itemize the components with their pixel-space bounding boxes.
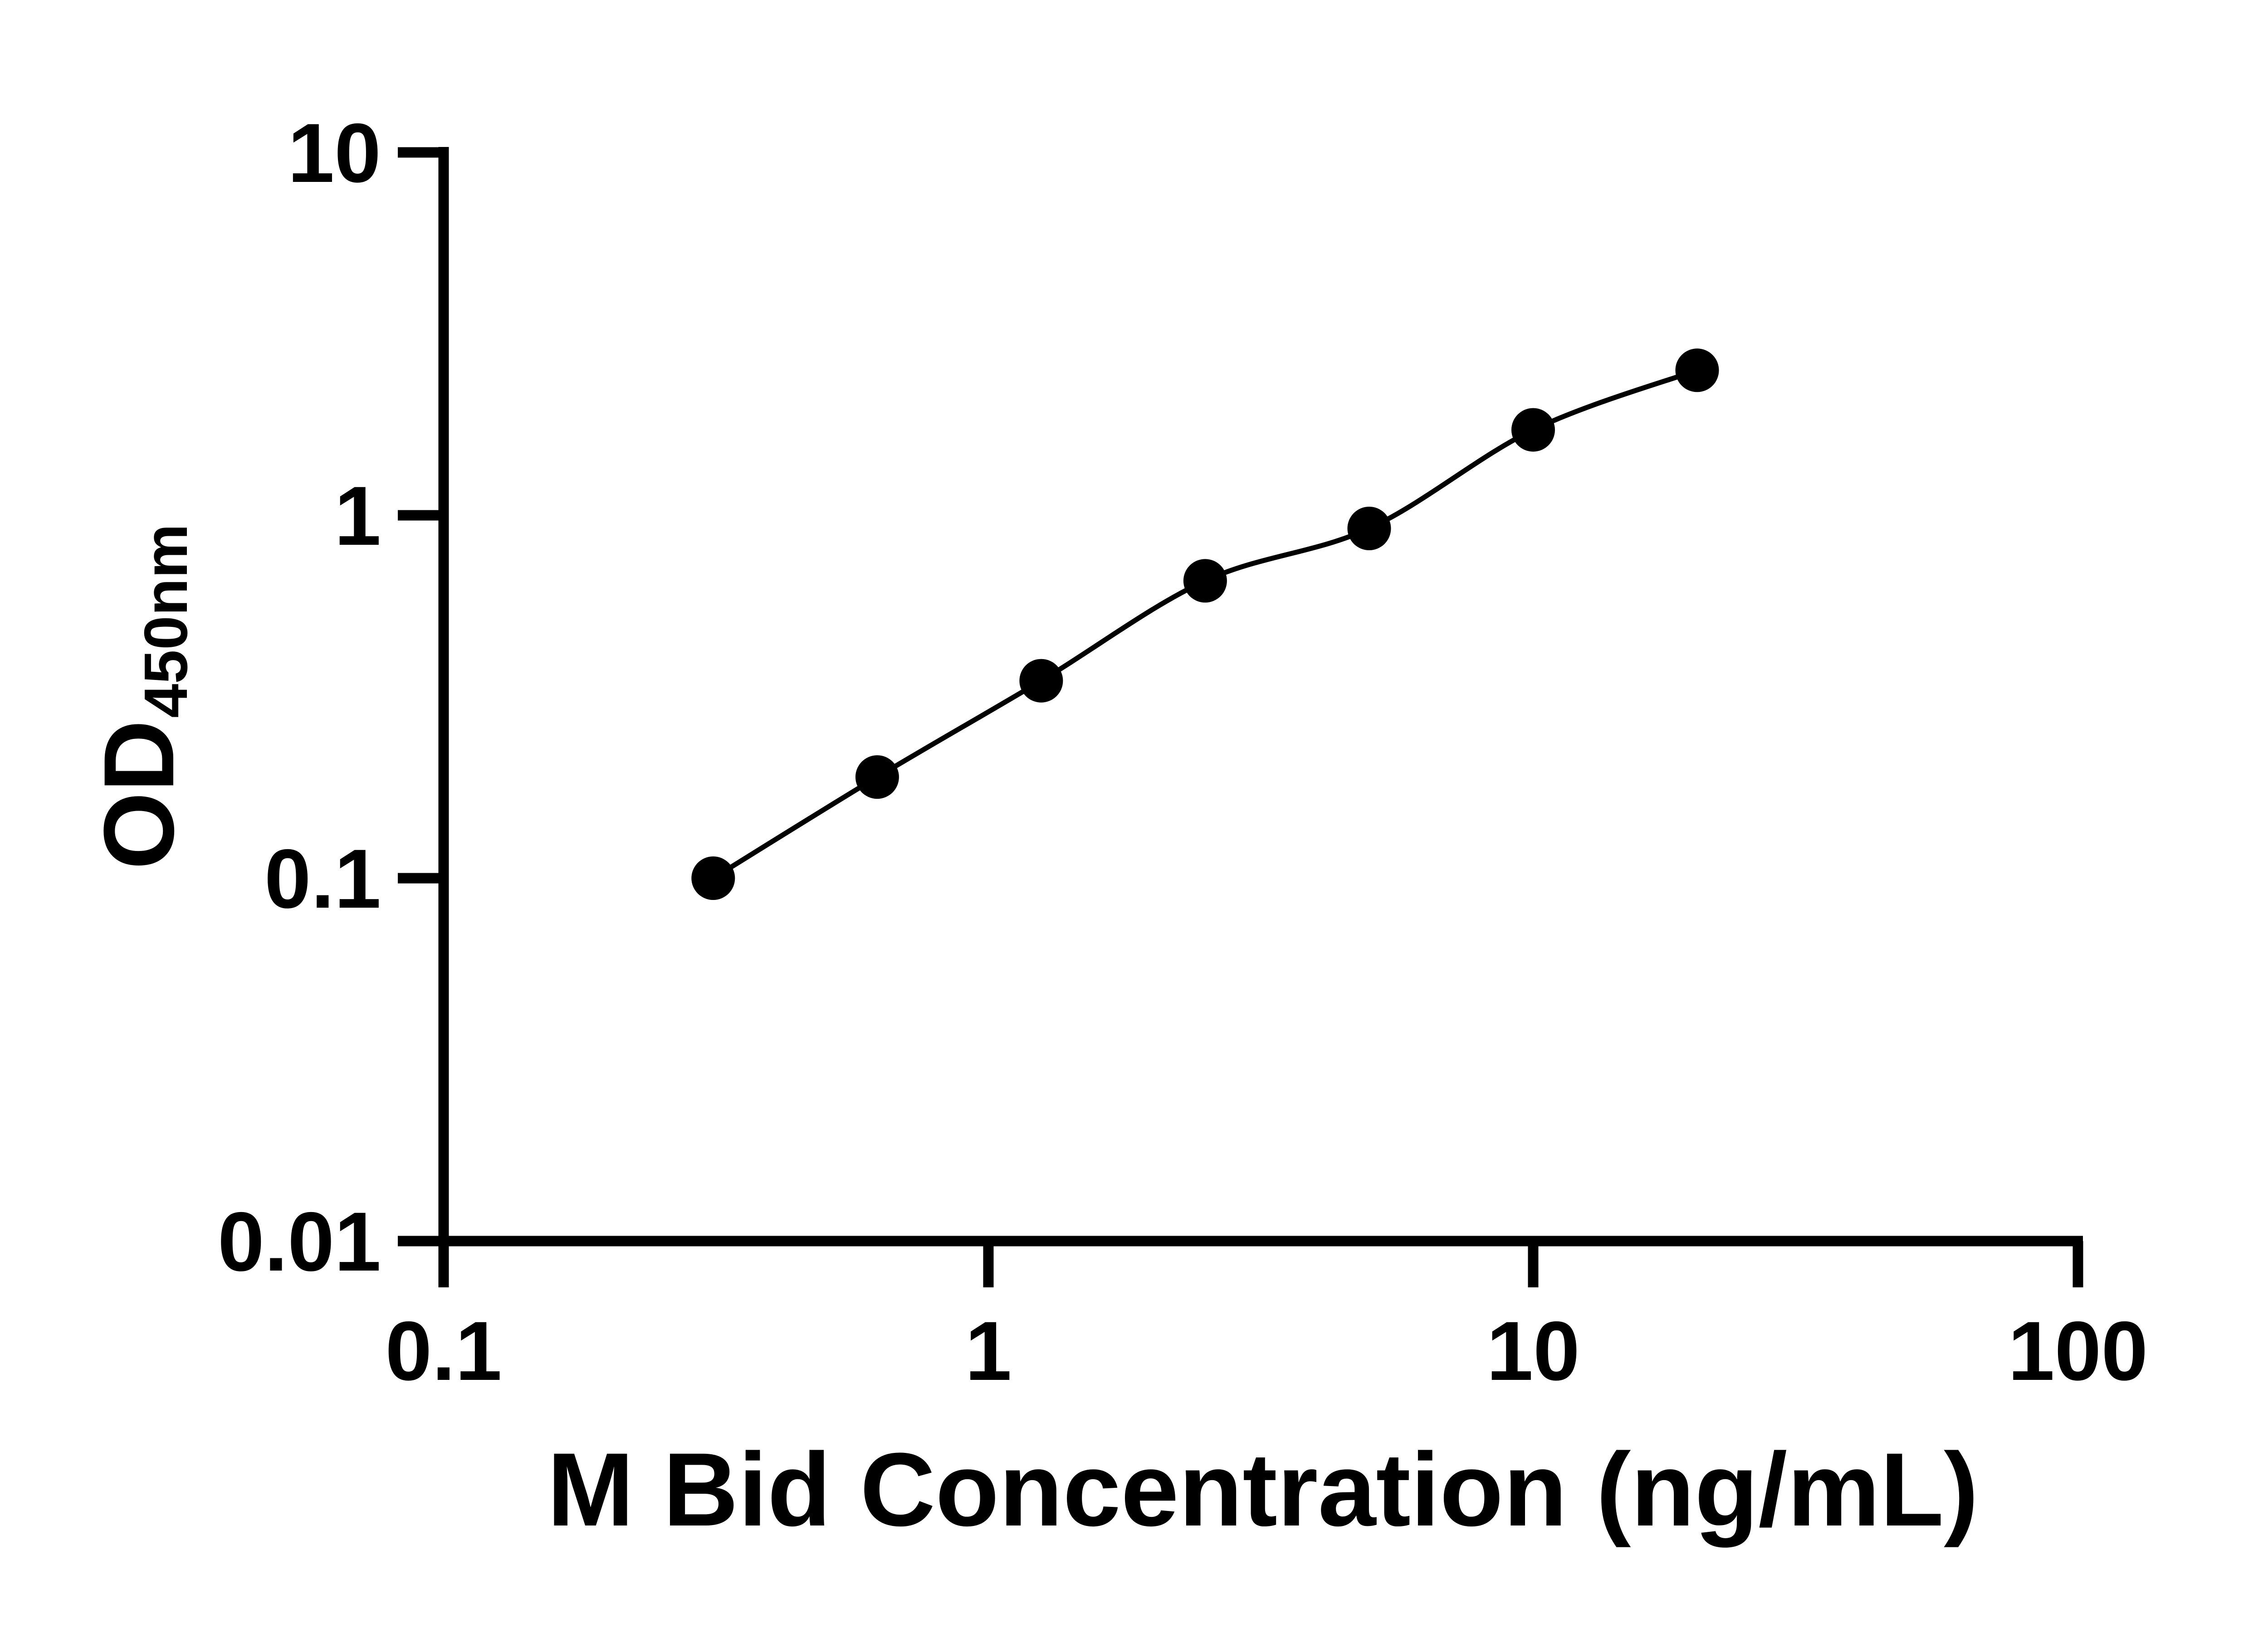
y-tick-label-1: 1 — [334, 469, 381, 563]
fit-curve-line — [710, 367, 1700, 881]
data-point — [1019, 659, 1063, 703]
y-tick-label-0p01: 0.01 — [218, 1195, 381, 1289]
y-axis: 10 1 0.1 0.01 — [218, 107, 449, 1289]
data-point — [1511, 408, 1555, 452]
y-axis-title-main: OD — [83, 720, 195, 870]
x-tick-label-100: 100 — [2008, 1305, 2148, 1398]
y-axis-title-subscript: 450nm — [132, 524, 200, 718]
x-axis: 0.1 1 10 100 — [385, 1236, 2148, 1398]
data-point — [1347, 507, 1391, 550]
data-series — [691, 348, 1719, 900]
data-point — [1183, 559, 1227, 603]
x-axis-title: M Bid Concentration (ng/mL) — [547, 1431, 1979, 1548]
y-tick-label-0p1: 0.1 — [264, 832, 381, 926]
data-point — [691, 856, 735, 900]
data-point — [855, 755, 899, 799]
y-tick-label-10: 10 — [288, 107, 381, 200]
data-point — [1675, 348, 1719, 392]
y-axis-title: OD 450nm — [83, 524, 200, 870]
x-tick-label-10: 10 — [1486, 1305, 1580, 1398]
x-tick-label-0p1: 0.1 — [385, 1305, 502, 1398]
x-tick-label-1: 1 — [965, 1305, 1012, 1398]
